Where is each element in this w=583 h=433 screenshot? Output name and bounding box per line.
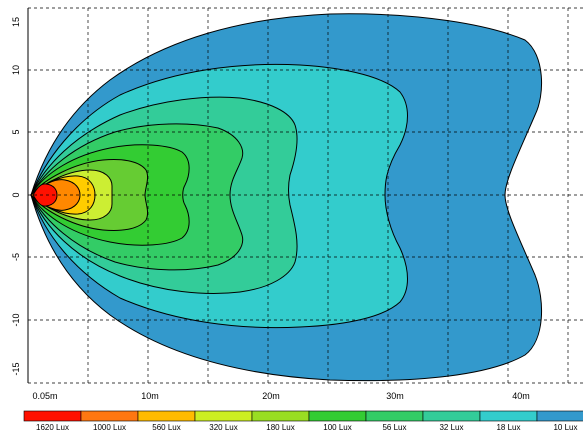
x-tick-label: 40m bbox=[512, 391, 530, 401]
legend-swatch bbox=[365, 410, 424, 422]
x-tick-label: 0.05m bbox=[32, 391, 57, 401]
legend-swatch bbox=[479, 410, 538, 422]
legend-swatch bbox=[137, 410, 196, 422]
legend: 1620 Lux 1000 Lux 560 Lux 320 Lux 180 Lux 100… bbox=[23, 410, 583, 432]
legend-label: 18 Lux bbox=[496, 423, 520, 432]
y-tick-label: 0 bbox=[11, 192, 21, 197]
x-tick-label: 20m bbox=[262, 391, 280, 401]
legend-label: 100 Lux bbox=[323, 423, 351, 432]
legend-label: 56 Lux bbox=[382, 423, 406, 432]
legend-swatch bbox=[422, 410, 481, 422]
x-tick-label: 30m bbox=[386, 391, 404, 401]
y-tick-label: 15 bbox=[11, 17, 21, 27]
grid-lines bbox=[28, 7, 583, 384]
legend-label: 320 Lux bbox=[209, 423, 237, 432]
y-tick-label: 5 bbox=[11, 129, 21, 134]
legend-swatch bbox=[251, 410, 310, 422]
legend-swatch bbox=[536, 410, 583, 422]
zone-1620-lux bbox=[32, 183, 58, 207]
legend-swatch bbox=[308, 410, 367, 422]
y-tick-label: 10 bbox=[11, 65, 21, 75]
legend-swatch bbox=[23, 410, 82, 422]
contour-zones bbox=[30, 13, 543, 382]
legend-swatch bbox=[194, 410, 253, 422]
y-tick-labels: 15 10 5 0 -5 -10 -15 bbox=[11, 17, 21, 376]
legend-label: 560 Lux bbox=[152, 423, 180, 432]
legend-label: 32 Lux bbox=[439, 423, 463, 432]
x-tick-label: 10m bbox=[141, 391, 159, 401]
legend-swatch bbox=[80, 410, 139, 422]
x-tick-labels: 0.05m 10m 20m 30m 40m bbox=[32, 391, 529, 401]
legend-label: 1620 Lux bbox=[36, 423, 69, 432]
y-tick-label: -15 bbox=[11, 362, 21, 375]
y-tick-label: -5 bbox=[11, 253, 21, 261]
legend-label: 1000 Lux bbox=[93, 423, 126, 432]
legend-label: 180 Lux bbox=[266, 423, 294, 432]
y-tick-label: -10 bbox=[11, 313, 21, 326]
legend-label: 10 Lux bbox=[553, 423, 577, 432]
